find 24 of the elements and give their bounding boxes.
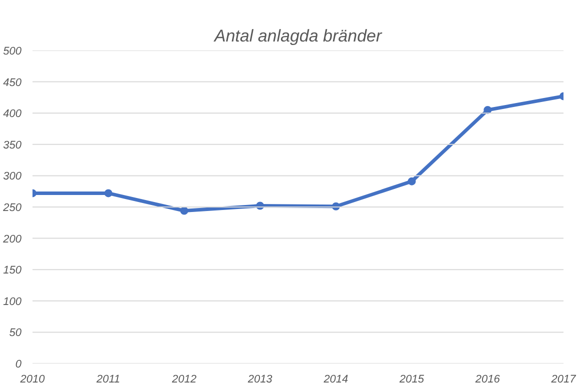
x-tick-label: 2010 — [19, 374, 46, 386]
x-tick-label: 2012 — [170, 374, 196, 386]
point — [484, 106, 492, 114]
y-tick-label: 450 — [3, 76, 22, 89]
point — [408, 177, 416, 186]
y-tick-label: 300 — [3, 170, 22, 183]
y-tick-label: 100 — [3, 296, 22, 308]
chart-title: Antal anlagda bränder — [213, 26, 383, 46]
y-tick-label: 350 — [3, 139, 22, 152]
x-tick-label: 2017 — [550, 374, 577, 386]
x-tick-label: 2015 — [398, 374, 425, 386]
y-tick-label: 200 — [2, 233, 22, 246]
x-tick-label: 2016 — [474, 374, 501, 386]
y-tick-label: 50 — [9, 327, 22, 340]
point — [104, 189, 112, 198]
y-tick-label: 250 — [2, 202, 22, 214]
point — [180, 206, 188, 215]
y-tick-label: 150 — [3, 264, 22, 277]
x-tick-label: 2013 — [246, 374, 274, 386]
y-tick-label: 0 — [15, 358, 22, 370]
x-tick-label: 2014 — [322, 374, 348, 386]
x-tick-label: 2011 — [96, 374, 120, 386]
y-tick-label: 500 — [3, 46, 22, 58]
y-tick-label: 400 — [3, 108, 22, 120]
